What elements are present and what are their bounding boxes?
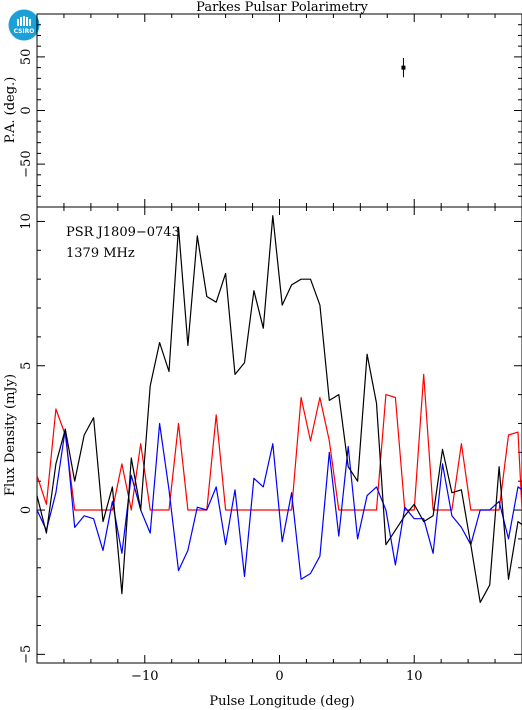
pa-tick-label: 50	[19, 49, 34, 66]
pulsar-name-annotation: PSR J1809−0743	[66, 225, 180, 240]
flux-tick-label: −5	[19, 645, 34, 664]
pa-data-point	[401, 65, 406, 70]
pa-tick-label: 0	[19, 106, 34, 114]
pa-tick-label: −50	[19, 150, 34, 177]
flux-tick-label: 0	[19, 506, 34, 514]
logo-text: CSIRO	[14, 28, 35, 35]
circular-polarization-line	[36, 422, 522, 580]
flux-axis-ticks: −5 0 5 10 −10 0 10	[19, 207, 522, 684]
x-tick-label: 0	[275, 669, 283, 684]
linear-polarization-line	[36, 373, 522, 511]
x-tick-label: 10	[406, 669, 423, 684]
flux-tick-label: 5	[19, 362, 34, 370]
flux-series-lines	[36, 215, 522, 604]
pa-data-points	[401, 57, 406, 78]
pa-axis-ticks: −50 0 50	[19, 14, 522, 207]
pa-axis-label: P.A. (deg.)	[3, 77, 18, 144]
x-tick-label: −10	[131, 669, 158, 684]
flux-profile-panel: −5 0 5 10 −10 0 10 PSR J1809−0743 1379 MHz Flu…	[3, 206, 522, 709]
chart-title: Parkes Pulsar Polarimetry	[196, 0, 368, 15]
flux-tick-label: 10	[19, 213, 34, 230]
csiro-logo: CSIRO	[8, 9, 40, 41]
pa-plot-frame	[36, 13, 522, 208]
frequency-annotation: 1379 MHz	[66, 246, 135, 261]
total-intensity-line	[36, 215, 522, 604]
x-axis-label: Pulse Longitude (deg)	[209, 694, 354, 709]
position-angle-panel: −50 0 50 P.A. (deg.)	[3, 13, 522, 208]
flux-axis-label: Flux Density (mJy)	[3, 374, 18, 496]
